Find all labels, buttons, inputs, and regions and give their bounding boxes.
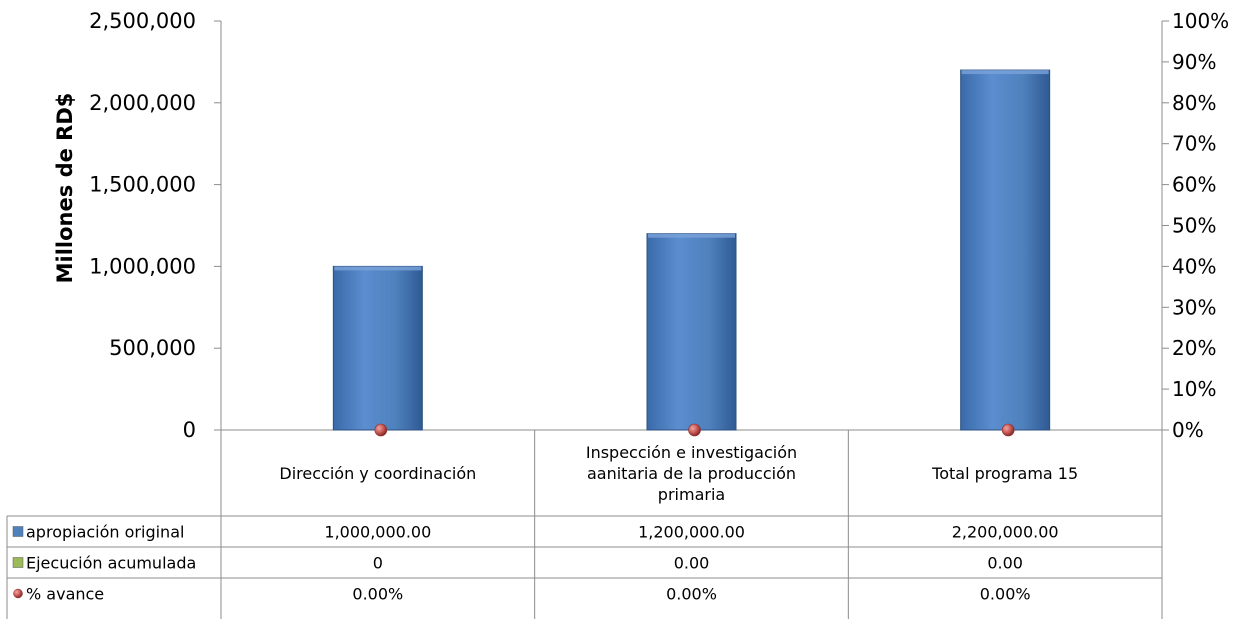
- secondary-y-tick-label: 40%: [1172, 254, 1216, 278]
- secondary-y-tick-label: 50%: [1172, 214, 1216, 238]
- table-cell: 0.00%: [666, 585, 717, 604]
- secondary-y-tick-label: 100%: [1172, 9, 1229, 33]
- series-name: % avance: [26, 585, 104, 604]
- category-label: Dirección y coordinación: [279, 464, 476, 483]
- data-table: Dirección y coordinación Inspección e inv…: [6, 430, 1163, 619]
- secondary-y-tick-label: 30%: [1172, 295, 1216, 319]
- y-tick-label: 0: [183, 418, 196, 442]
- bar: [332, 265, 423, 431]
- avance-marker: [374, 423, 388, 437]
- table-cell: 0.00%: [980, 585, 1031, 604]
- category-label: primaria: [658, 485, 725, 504]
- secondary-y-tick-label: 20%: [1172, 336, 1216, 360]
- table-cell: 0.00: [674, 554, 710, 573]
- bars: [332, 69, 1051, 431]
- y-tick-label: 2,000,000: [89, 91, 196, 115]
- series-name: apropiación original: [26, 523, 184, 542]
- table-cell: 2,200,000.00: [952, 523, 1059, 542]
- y-tick-label: 500,000: [109, 336, 196, 360]
- y-axis-label: Millones de RD$: [53, 93, 77, 284]
- secondary-y-tick-label: 10%: [1172, 377, 1216, 401]
- secondary-y-tick-label: 0%: [1172, 418, 1204, 442]
- y-tick-label: 2,500,000: [89, 9, 196, 33]
- table-cell: 1,000,000.00: [324, 523, 431, 542]
- secondary-y-axis-ticks: 0% 10% 20% 30% 40% 50% 60% 70% 80% 90% 100%: [1162, 9, 1229, 442]
- bar: [646, 233, 737, 431]
- secondary-y-tick-label: 80%: [1172, 91, 1216, 115]
- secondary-y-tick-label: 70%: [1172, 132, 1216, 156]
- legend-key-square: [12, 557, 24, 568]
- secondary-y-tick-label: 60%: [1172, 173, 1216, 197]
- legend-key-square: [12, 526, 24, 537]
- y-tick-label: 1,500,000: [89, 173, 196, 197]
- table-cell: 0.00%: [352, 585, 403, 604]
- table-cell: 1,200,000.00: [638, 523, 745, 542]
- category-label: aanitaria de la producción: [587, 464, 796, 483]
- avance-marker: [1001, 423, 1015, 437]
- avance-marker: [688, 423, 701, 437]
- secondary-y-tick-label: 90%: [1172, 50, 1216, 74]
- avance-markers: [374, 423, 1015, 437]
- y-tick-label: 1,000,000: [89, 254, 196, 278]
- bar: [960, 69, 1051, 431]
- bar-top-highlight: [334, 266, 422, 271]
- y-axis-ticks: 0 500,000 1,000,000 1,500,000 2,000,000 2,500…: [89, 9, 221, 442]
- legend-key-circle: [13, 588, 23, 599]
- bar-top-highlight: [648, 233, 735, 238]
- table-cell: 0: [373, 554, 383, 573]
- table-cell: 0.00: [987, 554, 1023, 573]
- bar-top-highlight: [961, 70, 1049, 75]
- category-label: Inspección e investigación: [586, 443, 797, 462]
- series-name: Ejecución acumulada: [26, 554, 196, 573]
- category-label: Total programa 15: [931, 464, 1078, 483]
